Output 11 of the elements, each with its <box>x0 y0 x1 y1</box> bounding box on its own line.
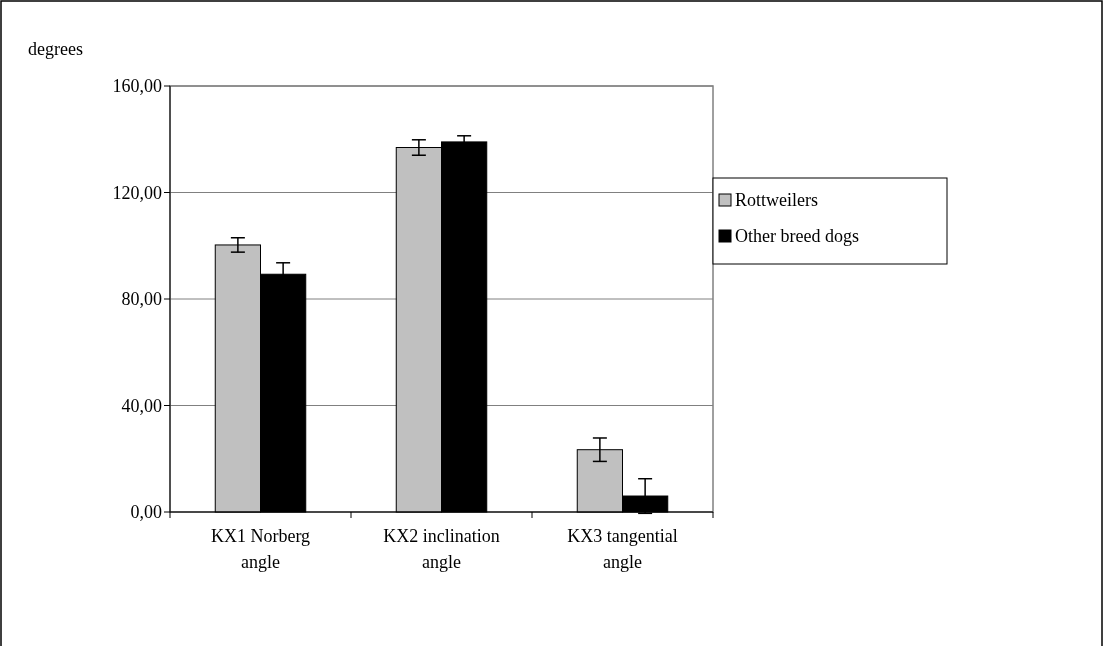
y-tick-label: 0,00 <box>130 502 162 523</box>
x-tick-label: KX2 inclination angle <box>383 526 500 572</box>
legend-label: Rottweilers <box>735 190 818 211</box>
y-tick-label: 120,00 <box>112 182 162 203</box>
y-tick-label: 40,00 <box>121 395 162 416</box>
y-tick-label: 80,00 <box>121 289 162 310</box>
y-tick-label: 160,00 <box>112 76 162 97</box>
legend-label: Other breed dogs <box>735 226 859 247</box>
x-tick-label: KX3 tangential angle <box>567 526 678 572</box>
y-axis-title: degrees <box>28 39 83 59</box>
x-tick-label: KX1 Norberg angle <box>210 526 311 572</box>
